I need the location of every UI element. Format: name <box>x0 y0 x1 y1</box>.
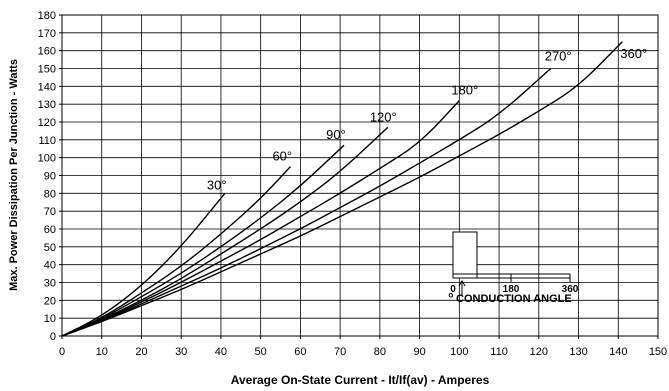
x-tick-label-20: 20 <box>135 346 147 358</box>
y-tick-label-90: 90 <box>44 171 56 183</box>
series-label-4: 180° <box>451 83 478 98</box>
inset-tick-label-180: 180 <box>503 284 520 295</box>
series-label-3: 120° <box>370 109 397 124</box>
x-tick-label-0: 0 <box>59 346 65 358</box>
y-tick-label-110: 110 <box>38 135 56 147</box>
inset-tick-label-360: 360 <box>562 284 579 295</box>
y-tick-label-130: 130 <box>38 99 56 111</box>
inset-tick-label-0: 0 <box>450 284 456 295</box>
series-line-5 <box>61 67 552 337</box>
y-tick-label-120: 120 <box>38 117 56 129</box>
x-tick-label-110: 110 <box>490 346 508 358</box>
y-tick-label-80: 80 <box>44 188 56 200</box>
series-line-4 <box>61 100 460 337</box>
x-axis-ticks: 0 10 20 30 40 50 60 70 80 90 100 110 120 130 140 150 <box>59 336 667 358</box>
x-tick-label-90: 90 <box>413 346 425 358</box>
y-tick-label-60: 60 <box>44 224 56 236</box>
series-label-2: 90° <box>326 127 346 142</box>
series-line-6 <box>61 41 623 337</box>
series-lines <box>61 41 623 337</box>
y-tick-label-20: 20 <box>44 295 56 307</box>
inset-degree-symbol: ° <box>448 290 454 306</box>
inset-arrow <box>458 280 466 296</box>
x-tick-label-60: 60 <box>294 346 306 358</box>
series-label-5: 270° <box>545 49 572 64</box>
x-tick-label-140: 140 <box>609 346 627 358</box>
x-axis-title: Average On-State Current - It/If(av) - A… <box>231 373 490 387</box>
y-tick-label-160: 160 <box>38 46 56 58</box>
x-tick-label-100: 100 <box>450 346 468 358</box>
y-axis-title: Max. Power Dissipation Per Junction - Wa… <box>8 59 20 291</box>
conduction-angle-label: CONDUCTION ANGLE <box>456 293 572 305</box>
x-tick-label-40: 40 <box>215 346 227 358</box>
x-tick-label-150: 150 <box>649 346 667 358</box>
x-tick-label-80: 80 <box>374 346 386 358</box>
x-tick-label-50: 50 <box>255 346 267 358</box>
y-axis-ticks: 0 10 20 30 40 50 60 70 80 90 100 110 120 130 140 150 160… <box>38 10 62 343</box>
y-tick-label-100: 100 <box>38 153 56 165</box>
x-tick-label-30: 30 <box>175 346 187 358</box>
y-tick-label-180: 180 <box>38 10 56 22</box>
y-tick-label-70: 70 <box>44 206 56 218</box>
y-tick-label-0: 0 <box>50 331 56 343</box>
y-tick-label-150: 150 <box>38 64 56 76</box>
x-tick-label-130: 130 <box>569 346 587 358</box>
x-tick-label-70: 70 <box>334 346 346 358</box>
conduction-angle-inset: 0 180 360 ° CONDUCTION ANGLE <box>448 231 579 306</box>
x-tick-label-10: 10 <box>96 346 108 358</box>
x-tick-label-120: 120 <box>530 346 548 358</box>
y-tick-label-170: 170 <box>38 28 56 40</box>
y-tick-label-40: 40 <box>44 260 56 272</box>
inset-pulse-box <box>452 231 478 279</box>
y-tick-label-50: 50 <box>44 242 56 254</box>
series-label-6: 360° <box>620 46 647 61</box>
y-tick-label-10: 10 <box>44 313 56 325</box>
series-labels: 30° 60° 90° 120° 180° 270° 360° <box>207 46 647 193</box>
y-tick-label-140: 140 <box>38 81 56 93</box>
grid-lines <box>62 15 658 336</box>
series-label-0: 30° <box>207 177 227 192</box>
series-label-1: 60° <box>272 149 292 164</box>
y-tick-label-30: 30 <box>44 278 56 290</box>
